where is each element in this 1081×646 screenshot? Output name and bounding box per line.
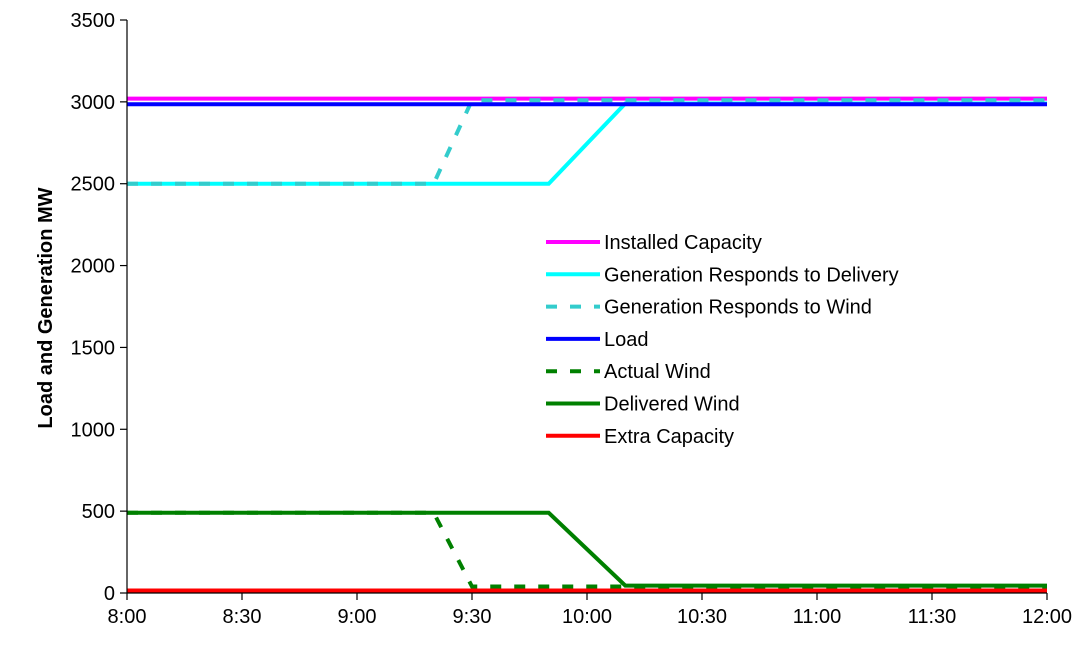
x-tick-label: 10:00 bbox=[562, 606, 612, 628]
y-tick-label: 0 bbox=[104, 583, 115, 605]
y-tick-label: 1500 bbox=[71, 337, 116, 359]
y-tick-label: 3000 bbox=[71, 92, 116, 114]
x-tick-label: 10:30 bbox=[677, 606, 727, 628]
legend-label-load: Load bbox=[604, 329, 649, 351]
legend: Installed Capacity Generation Responds to… bbox=[546, 232, 899, 448]
x-tick-label: 9:00 bbox=[338, 606, 377, 628]
legend-label-actual-wind: Actual Wind bbox=[604, 361, 711, 383]
legend-label-delivered-wind: Delivered Wind bbox=[604, 394, 740, 416]
axes-layer: 0 500 1000 1500 2000 2500 3000 3500 8:00 8:30 9:00… bbox=[71, 10, 1073, 628]
x-tick-label: 11:00 bbox=[793, 606, 842, 628]
x-tick-label: 8:30 bbox=[223, 606, 262, 628]
x-tick-label: 9:30 bbox=[453, 606, 492, 628]
series-line-delivered-wind bbox=[127, 510, 1047, 588]
y-tick-label: 1000 bbox=[71, 419, 116, 441]
y-tick-label: 3500 bbox=[71, 10, 116, 32]
series-layer bbox=[127, 96, 1047, 593]
y-tick-label: 2000 bbox=[71, 256, 116, 278]
x-tick-label: 11:30 bbox=[908, 606, 957, 628]
y-tick-label: 2500 bbox=[71, 174, 116, 196]
x-tick-label: 8:00 bbox=[108, 606, 147, 628]
legend-label-installed-capacity: Installed Capacity bbox=[604, 232, 762, 254]
y-tick-label: 500 bbox=[82, 501, 115, 523]
series-line-generation-responds-to-delivery bbox=[127, 101, 1047, 186]
x-tick-label: 12:00 bbox=[1022, 606, 1072, 628]
y-axis-label: Load and Generation MW bbox=[35, 187, 57, 428]
legend-label-extra-capacity: Extra Capacity bbox=[604, 426, 734, 448]
legend-label-generation-responds-to-wind: Generation Responds to Wind bbox=[604, 297, 872, 319]
legend-label-generation-responds-to-delivery: Generation Responds to Delivery bbox=[604, 264, 899, 286]
series-line-generation-responds-to-wind bbox=[127, 98, 1047, 186]
